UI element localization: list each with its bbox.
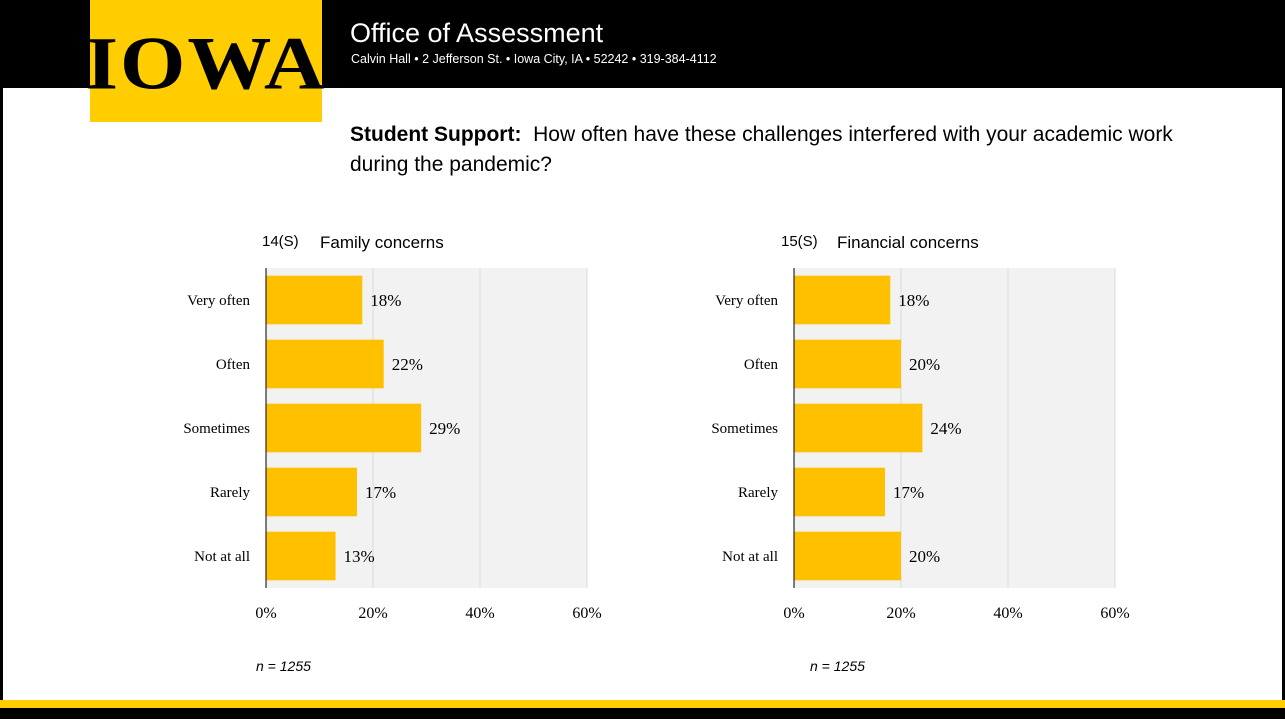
data-label: 24%: [930, 419, 961, 438]
logo-text: IOWA: [85, 21, 327, 105]
bar: [794, 339, 901, 389]
bar: [794, 275, 891, 325]
category-label: Not at all: [194, 549, 250, 565]
bar: [794, 467, 885, 517]
headline-text: How often have these challenges interfer…: [350, 123, 1173, 176]
data-label: 20%: [909, 355, 940, 374]
office-address: Calvin Hall • 2 Jefferson St. • Iowa Cit…: [351, 52, 717, 66]
data-label: 17%: [365, 483, 396, 502]
x-tick-label: 20%: [358, 605, 387, 622]
category-label: Not at all: [722, 549, 778, 565]
chart-1: 0% 20% 40% 60% 18% Very often 20% Often 24% Somet…: [711, 233, 1129, 622]
chart-0: 0% 20% 40% 60% 18% Very often 22% Often 29% Somet…: [183, 233, 601, 622]
bar: [266, 531, 336, 581]
x-tick-label: 20%: [886, 605, 915, 622]
x-tick-label: 40%: [465, 605, 494, 622]
sample-size-note-left: n = 1255: [256, 658, 311, 674]
data-label: 17%: [893, 483, 924, 502]
category-label: Very often: [187, 293, 250, 309]
chart-title: Family concerns: [320, 233, 444, 252]
bar: [794, 531, 901, 581]
data-label: 22%: [392, 355, 423, 374]
data-label: 20%: [909, 547, 940, 566]
category-label: Sometimes: [711, 421, 778, 437]
category-label: Often: [216, 357, 251, 373]
x-tick-label: 60%: [572, 605, 601, 622]
data-label: 29%: [429, 419, 460, 438]
bar: [266, 275, 363, 325]
right-border: [1282, 88, 1285, 701]
category-label: Rarely: [210, 485, 250, 501]
bar: [266, 403, 422, 453]
data-label: 18%: [370, 291, 401, 310]
bar: [266, 467, 357, 517]
x-tick-label: 60%: [1100, 605, 1129, 622]
bar: [266, 339, 384, 389]
footer-gold-stripe: [0, 700, 1285, 708]
category-label: Often: [744, 357, 779, 373]
x-tick-label: 0%: [255, 605, 276, 622]
bar: [794, 403, 923, 453]
headline-bold: Student Support:: [350, 123, 522, 146]
office-title: Office of Assessment: [350, 18, 604, 48]
data-label: 18%: [898, 291, 929, 310]
chart-id-label: 14(S): [262, 233, 299, 250]
chart-title: Financial concerns: [837, 233, 979, 252]
iowa-logo: IOWA: [85, 0, 325, 122]
x-tick-label: 0%: [783, 605, 804, 622]
chart-id-label: 15(S): [781, 233, 818, 250]
left-border: [0, 88, 3, 701]
x-tick-label: 40%: [993, 605, 1022, 622]
category-label: Very often: [715, 293, 778, 309]
footer-black-stripe: [0, 708, 1285, 719]
category-label: Rarely: [738, 485, 778, 501]
category-label: Sometimes: [183, 421, 250, 437]
sample-size-note-right: n = 1255: [810, 658, 865, 674]
page-headline: Student Support: How often have these ch…: [350, 120, 1210, 180]
data-label: 13%: [344, 547, 375, 566]
